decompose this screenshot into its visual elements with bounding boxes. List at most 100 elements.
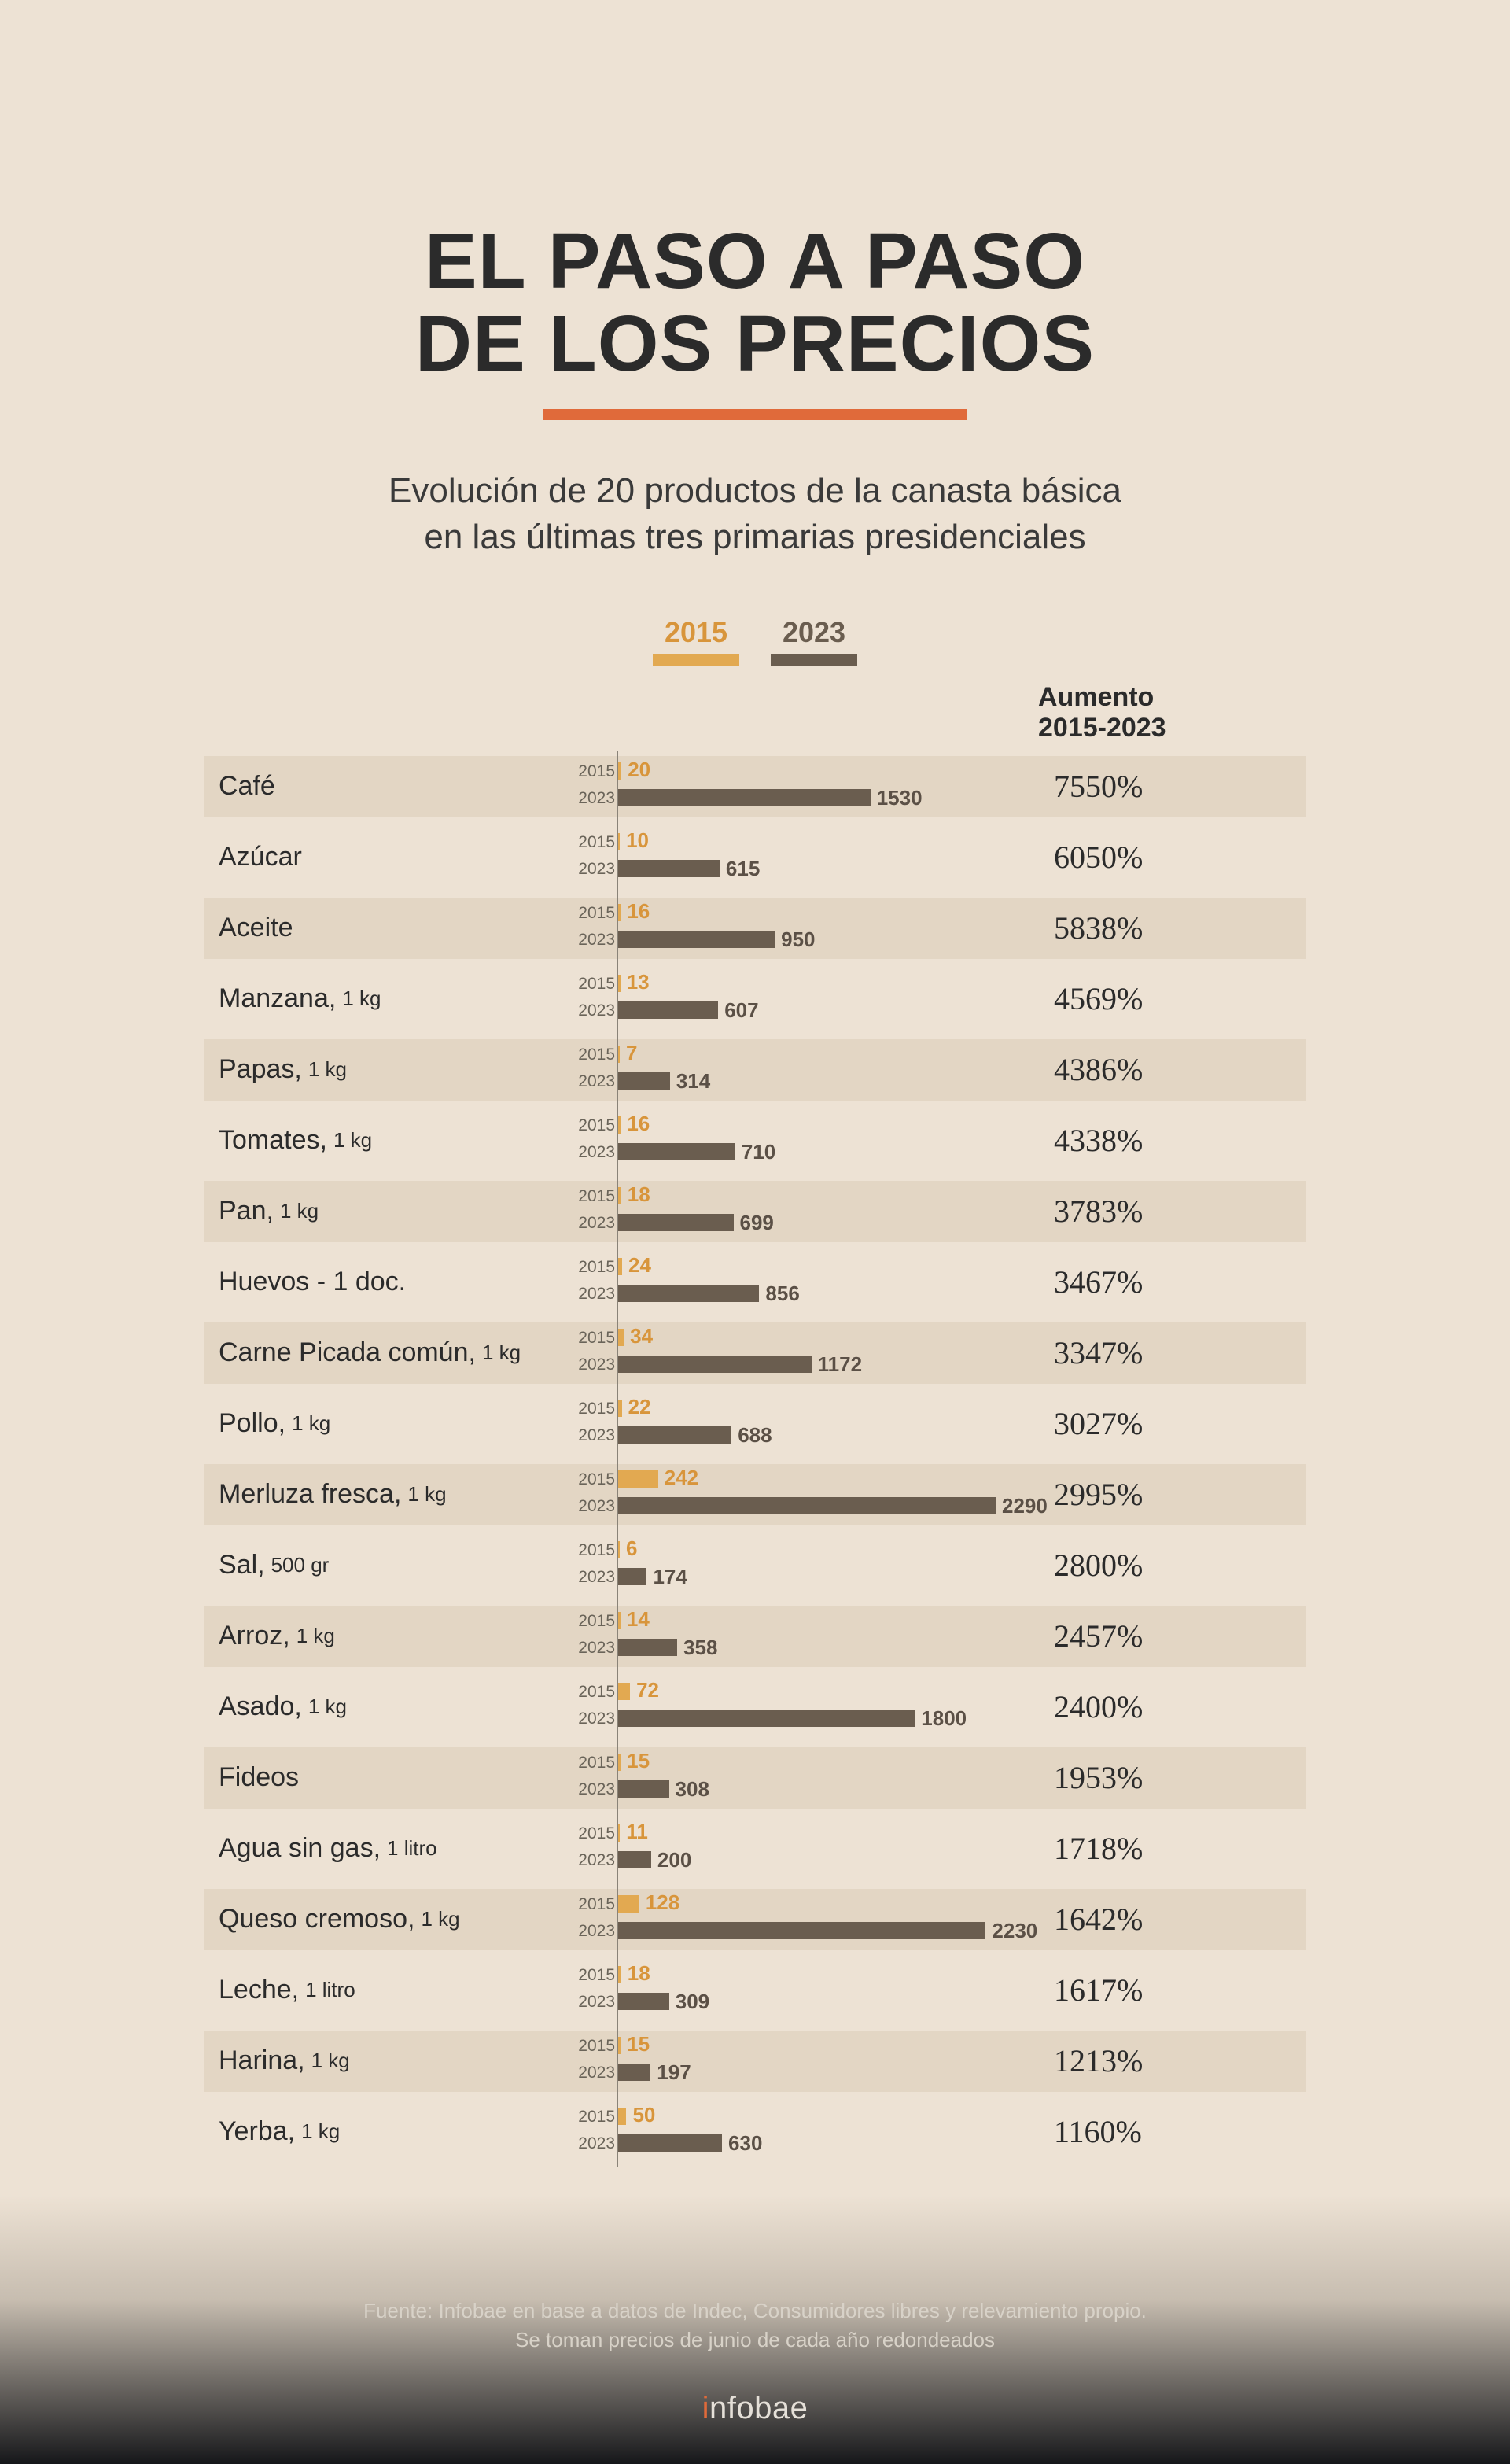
product-unit: 1 litro (387, 1836, 437, 1861)
increase-cell: 7550% (1038, 751, 1243, 822)
year-label-2023: 2023 (571, 1568, 615, 1587)
chart-row: Asado,1 kg201520237218002400% (204, 1672, 1306, 1743)
increase-cell: 4338% (1038, 1105, 1243, 1176)
bar-2023 (618, 1143, 735, 1160)
bar-2023 (618, 1922, 985, 1939)
bar-2023 (618, 1285, 759, 1302)
chart-row: Aceite20152023169505838% (204, 893, 1306, 964)
year-label-2015: 2015 (571, 762, 615, 781)
year-label-2015: 2015 (571, 1541, 615, 1560)
product-label-cell: Leche,1 litro (204, 1955, 543, 2026)
value-2015: 128 (646, 1890, 680, 1915)
product-label-cell: Harina,1 kg (204, 2026, 543, 2097)
chart-row: Merluza fresca,1 kg2015202324222902995% (204, 1459, 1306, 1530)
product-unit: 1 kg (301, 2119, 340, 2144)
legend-2023: 2023 (771, 616, 857, 666)
bar-cell: 2015202350630 (543, 2097, 1038, 2167)
year-label-2023: 2023 (571, 931, 615, 950)
increase-cell: 4386% (1038, 1035, 1243, 1105)
chart-row: Sal,500 gr2015202361742800% (204, 1530, 1306, 1601)
product-label: Pan, (219, 1196, 274, 1226)
subtitle-line-1: Evolución de 20 productos de la canasta … (389, 471, 1121, 510)
value-2015: 15 (627, 2032, 650, 2056)
product-unit: 1 litro (305, 1978, 355, 2002)
year-label-2023: 2023 (571, 1001, 615, 1020)
year-label-2023: 2023 (571, 1993, 615, 2012)
bar-2015 (618, 904, 621, 921)
value-2015: 11 (626, 1820, 648, 1844)
product-label: Fideos (219, 1762, 299, 1793)
year-label-2015: 2015 (571, 904, 615, 923)
year-label-2023: 2023 (571, 1497, 615, 1516)
increase-percent: 4569% (1054, 980, 1143, 1017)
value-2015: 242 (665, 1466, 698, 1490)
brand-accent-letter: i (702, 2391, 709, 2425)
product-label-cell: Pollo,1 kg (204, 1389, 543, 1459)
increase-cell: 3027% (1038, 1389, 1243, 1459)
bar-2015 (618, 1966, 621, 1983)
bar-2023 (618, 1568, 646, 1585)
increase-cell: 2457% (1038, 1601, 1243, 1672)
product-unit: 1 kg (421, 1907, 459, 1931)
value-2023: 1800 (921, 1706, 967, 1731)
product-label: Asado, (219, 1691, 302, 1722)
value-2015: 18 (628, 1182, 650, 1207)
year-label-2015: 2015 (571, 1116, 615, 1135)
value-2023: 710 (742, 1140, 775, 1164)
chart-row: Queso cremoso,1 kg2015202312822301642% (204, 1884, 1306, 1955)
increase-cell: 1642% (1038, 1884, 1243, 1955)
value-2023: 607 (724, 998, 758, 1023)
bar-2023 (618, 1851, 651, 1868)
chart-row: Papas,1 kg2015202373144386% (204, 1035, 1306, 1105)
year-label-2015: 2015 (571, 1612, 615, 1631)
value-2023: 615 (726, 857, 760, 881)
chart-row: Pollo,1 kg20152023226883027% (204, 1389, 1306, 1459)
product-label-cell: Azúcar (204, 822, 543, 893)
bar-cell: 2015202316710 (543, 1105, 1038, 1176)
increase-cell: 3783% (1038, 1176, 1243, 1247)
infographic-canvas: EL PASO A PASO DE LOS PRECIOS Evolución … (0, 0, 1510, 2464)
bar-cell: 20152023721800 (543, 1672, 1038, 1743)
product-label: Azúcar (219, 842, 302, 872)
value-2023: 2230 (992, 1919, 1037, 1943)
chart-row: Yerba,1 kg20152023506301160% (204, 2097, 1306, 2167)
brand-rest: nfobae (709, 2391, 808, 2425)
product-unit: 1 kg (296, 1624, 335, 1648)
bar-2015 (618, 2037, 621, 2054)
bar-2023 (618, 1356, 812, 1373)
increase-percent: 1718% (1054, 1830, 1143, 1867)
bar-2023 (618, 931, 775, 948)
product-unit: 1 kg (342, 987, 381, 1011)
increase-percent: 4338% (1054, 1122, 1143, 1159)
bar-2015 (618, 1258, 622, 1275)
value-2015: 7 (626, 1041, 637, 1065)
title-line-2: DE LOS PRECIOS (415, 300, 1095, 388)
product-unit: 1 kg (482, 1341, 521, 1365)
increase-cell: 3347% (1038, 1318, 1243, 1389)
source-note: Fuente: Infobae en base a datos de Indec… (0, 2296, 1510, 2354)
bar-2015 (618, 1329, 624, 1346)
chart-row: Café201520232015307550% (204, 751, 1306, 822)
year-label-2023: 2023 (571, 2134, 615, 2153)
increase-percent: 6050% (1054, 839, 1143, 876)
chart-row: Carne Picada común,1 kg20152023341172334… (204, 1318, 1306, 1389)
source-line-1: Fuente: Infobae en base a datos de Indec… (363, 2299, 1147, 2322)
chart-row: Arroz,1 kg20152023143582457% (204, 1601, 1306, 1672)
product-label-cell: Yerba,1 kg (204, 2097, 543, 2167)
product-label: Agua sin gas, (219, 1833, 381, 1864)
bar-cell: 2015202324856 (543, 1247, 1038, 1318)
bar-2015 (618, 1612, 621, 1629)
product-label-cell: Tomates,1 kg (204, 1105, 543, 1176)
product-label-cell: Merluza fresca,1 kg (204, 1459, 543, 1530)
year-label-2023: 2023 (571, 1143, 615, 1162)
value-2015: 22 (628, 1395, 651, 1419)
value-2015: 16 (627, 899, 650, 924)
chart-row: Fideos20152023153081953% (204, 1743, 1306, 1813)
chart-row: Azúcar20152023106156050% (204, 822, 1306, 893)
value-2023: 630 (728, 2131, 762, 2156)
year-label-2023: 2023 (571, 1214, 615, 1233)
product-label: Aceite (219, 913, 293, 943)
year-label-2023: 2023 (571, 1356, 615, 1374)
bar-cell: 201520236174 (543, 1530, 1038, 1601)
increase-percent: 1617% (1054, 1972, 1143, 2008)
